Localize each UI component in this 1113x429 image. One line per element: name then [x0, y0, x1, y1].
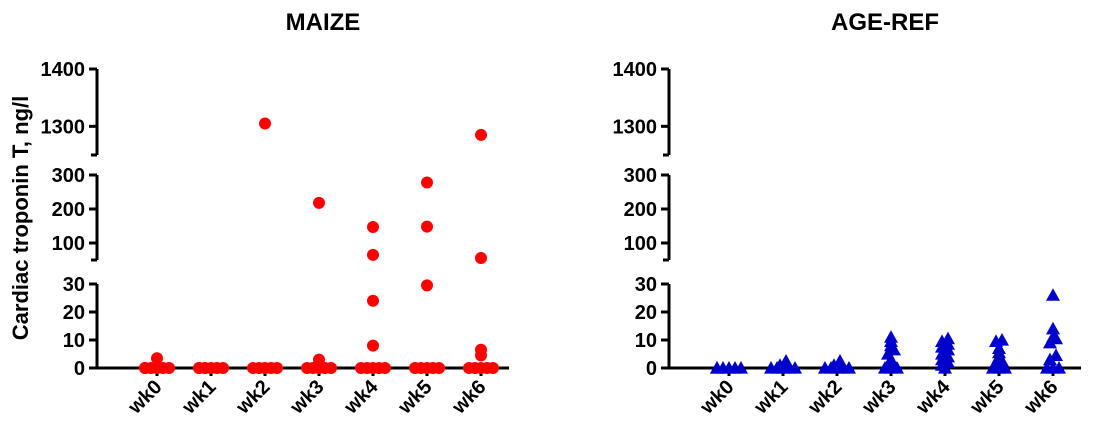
y-tick-label: 1400	[41, 59, 86, 81]
data-point	[779, 354, 793, 367]
data-point	[379, 362, 391, 374]
data-point	[367, 339, 379, 352]
chart-title: MAIZE	[286, 9, 361, 36]
y-tick-label: 20	[63, 302, 85, 324]
y-tick-label: 100	[624, 233, 657, 255]
data-point	[421, 176, 433, 189]
data-point	[433, 362, 445, 374]
data-point	[271, 362, 283, 374]
x-tick-label: wk1	[178, 376, 221, 419]
data-point	[833, 354, 847, 367]
data-point	[989, 358, 1003, 371]
y-tick-label: 10	[635, 330, 657, 352]
data-point	[475, 128, 487, 141]
data-point	[139, 362, 151, 374]
x-tick-label: wk0	[124, 376, 167, 419]
panel-maize: MAIZE Cardiac troponin T, ng/l 0 10 20 30 100 2…	[8, 9, 509, 419]
data-point	[881, 347, 895, 360]
data-point	[1046, 288, 1060, 301]
y-tick-label: 200	[624, 199, 657, 221]
x-tick-label: wk0	[696, 376, 739, 419]
x-tick-label: wk6	[1020, 376, 1063, 419]
x-tick-label: wk3	[286, 376, 329, 419]
data-point	[313, 196, 325, 209]
data-point	[199, 362, 211, 374]
data-point	[367, 221, 379, 234]
data-point	[995, 333, 1009, 346]
data-point	[163, 362, 175, 374]
data-point	[842, 361, 856, 374]
data-point	[259, 117, 271, 130]
data-point	[734, 361, 748, 374]
y-tick-label: 200	[52, 199, 85, 221]
x-tick-label: wk5	[966, 376, 1009, 419]
data-point	[935, 347, 949, 360]
x-tick-label: wk5	[394, 376, 437, 419]
chart-title: AGE-REF	[831, 9, 939, 36]
data-point	[475, 251, 487, 264]
x-tick-label: wk6	[448, 376, 491, 419]
data-point	[827, 358, 841, 371]
data-point	[475, 343, 487, 356]
data-point	[1049, 348, 1063, 361]
data-point	[773, 358, 787, 371]
data-point	[421, 220, 433, 233]
y-tick-label: 0	[74, 358, 85, 380]
y-tick-label: 1400	[613, 59, 658, 81]
y-tick-label: 100	[52, 233, 85, 255]
x-tick-label: wk2	[232, 376, 275, 419]
x-tick-label: wk1	[750, 376, 793, 419]
y-tick-label: 300	[624, 165, 657, 187]
panel-age-ref: AGE-REF 0 10 20 30 100 200 300 1300 1400 wk0 wk1 wk2…	[613, 9, 1081, 419]
data-point	[1046, 321, 1060, 335]
x-tick-label: wk4	[912, 375, 956, 419]
x-tick-label: wk3	[858, 376, 901, 419]
data-point	[710, 361, 724, 374]
y-tick-label: 30	[63, 274, 85, 296]
data-point	[367, 248, 379, 261]
x-tick-label: wk2	[804, 376, 847, 419]
data-point	[941, 331, 955, 345]
y-tick-label: 1300	[41, 116, 86, 138]
data-point	[1043, 352, 1057, 366]
data-point	[325, 362, 337, 374]
y-tick-label: 10	[63, 330, 85, 352]
y-tick-label: 30	[635, 274, 657, 296]
y-axis-label: Cardiac troponin T, ng/l	[8, 96, 33, 340]
data-point	[151, 352, 163, 365]
data-point	[788, 361, 802, 374]
data-point	[421, 279, 433, 292]
x-tick-label: wk4	[340, 375, 384, 419]
data-point	[367, 294, 379, 307]
data-point	[313, 353, 325, 366]
data-point	[217, 362, 229, 374]
y-tick-label: 0	[646, 358, 657, 380]
data-point	[992, 341, 1006, 354]
y-tick-label: 1300	[613, 116, 658, 138]
data-point	[884, 330, 898, 343]
y-tick-label: 20	[635, 302, 657, 324]
data-point	[1052, 361, 1066, 374]
data-point	[1046, 330, 1060, 343]
data-point	[487, 362, 499, 374]
y-tick-label: 300	[52, 165, 85, 187]
